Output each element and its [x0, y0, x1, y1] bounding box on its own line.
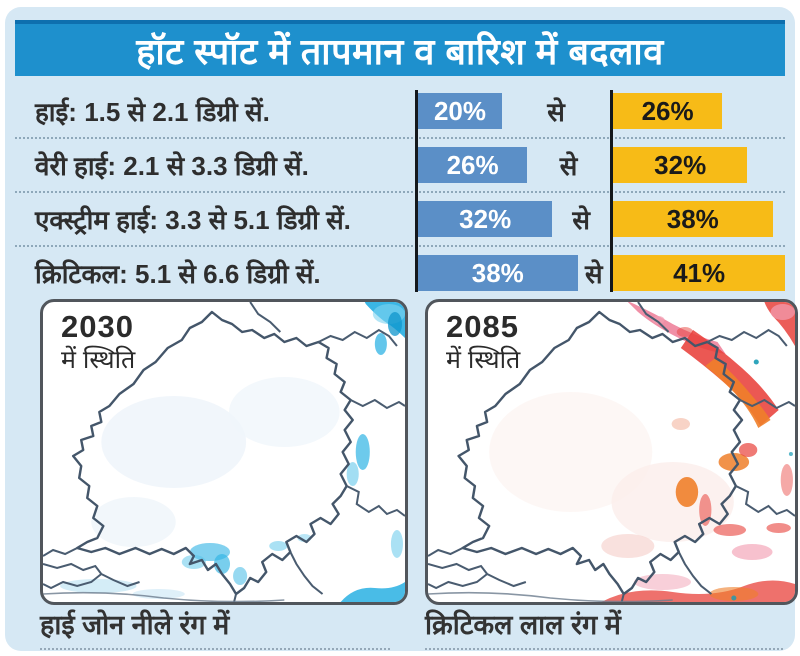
map-2030: 2030 में स्थिति: [40, 299, 408, 605]
bar-start-value: 26%: [418, 147, 528, 183]
bar-zone: 32% से: [418, 201, 610, 237]
bar-zone: 20% से: [418, 93, 610, 129]
bar-end-value: 26%: [613, 93, 723, 129]
axis-line-end: [610, 90, 613, 292]
map-2085-label: 2085 में स्थिति: [446, 309, 521, 375]
axis-line-start: [415, 90, 418, 292]
row-label: हाई: 1.5 से 2.1 डिग्री सें.: [35, 97, 270, 127]
bar-zone: 38% से: [418, 255, 610, 291]
bar-start-value: 38%: [418, 255, 578, 291]
map-caption-critical: क्रिटिकल लाल रंग में: [425, 610, 621, 640]
infographic-title: हॉट स्पॉट में तापमान व बारिश में बदलाव: [136, 30, 664, 72]
map-subtitle: में स्थिति: [61, 346, 136, 375]
rajasthan-map-2085-graphic: [428, 302, 795, 602]
chart-row-high: हाई: 1.5 से 2.1 डिग्री सें. 20% से 26%: [15, 85, 785, 139]
map-2030-label: 2030 में स्थिति: [61, 309, 136, 375]
map-2085: 2085 में स्थिति: [425, 299, 798, 605]
row-label: क्रिटिकल: 5.1 से 6.6 डिग्री सें.: [35, 259, 321, 289]
caption-divider: [40, 648, 390, 650]
connector-label: से: [547, 97, 565, 127]
bar-start-value: 32%: [418, 201, 553, 237]
map-year: 2085: [446, 309, 519, 344]
bar-end-value: 41%: [613, 255, 786, 291]
map-caption-high-zone: हाई जोन नीले रंग में: [40, 610, 230, 640]
rajasthan-map-2030-graphic: [43, 302, 405, 602]
bar-end-value: 38%: [613, 201, 773, 237]
chart-row-extreme-high: एक्स्ट्रीम हाई: 3.3 से 5.1 डिग्री सें. 3…: [15, 193, 785, 247]
row-label: वेरी हाई: 2.1 से 3.3 डिग्री सें.: [35, 151, 309, 181]
infographic-title-bar: हॉट स्पॉट में तापमान व बारिश में बदलाव: [15, 20, 785, 76]
caption-divider: [425, 648, 783, 650]
map-subtitle: में स्थिति: [446, 346, 521, 375]
chart-row-very-high: वेरी हाई: 2.1 से 3.3 डिग्री सें. 26% से …: [15, 139, 785, 193]
connector-label: से: [559, 151, 578, 181]
bar-start-value: 20%: [418, 93, 502, 129]
connector-label: से: [572, 205, 590, 235]
bar-zone: 26% से: [418, 147, 610, 183]
row-label: एक्स्ट्रीम हाई: 3.3 से 5.1 डिग्री सें.: [35, 205, 351, 235]
chart-row-critical: क्रिटिकल: 5.1 से 6.6 डिग्री सें. 38% से …: [15, 247, 786, 299]
infographic-panel: हॉट स्पॉट में तापमान व बारिश में बदलाव ह…: [5, 7, 798, 651]
connector-label: से: [585, 259, 603, 289]
bar-end-value: 32%: [613, 147, 748, 183]
temperature-bar-chart: हाई: 1.5 से 2.1 डिग्री सें. 20% से 26% व…: [15, 85, 786, 295]
map-year: 2030: [61, 309, 134, 344]
